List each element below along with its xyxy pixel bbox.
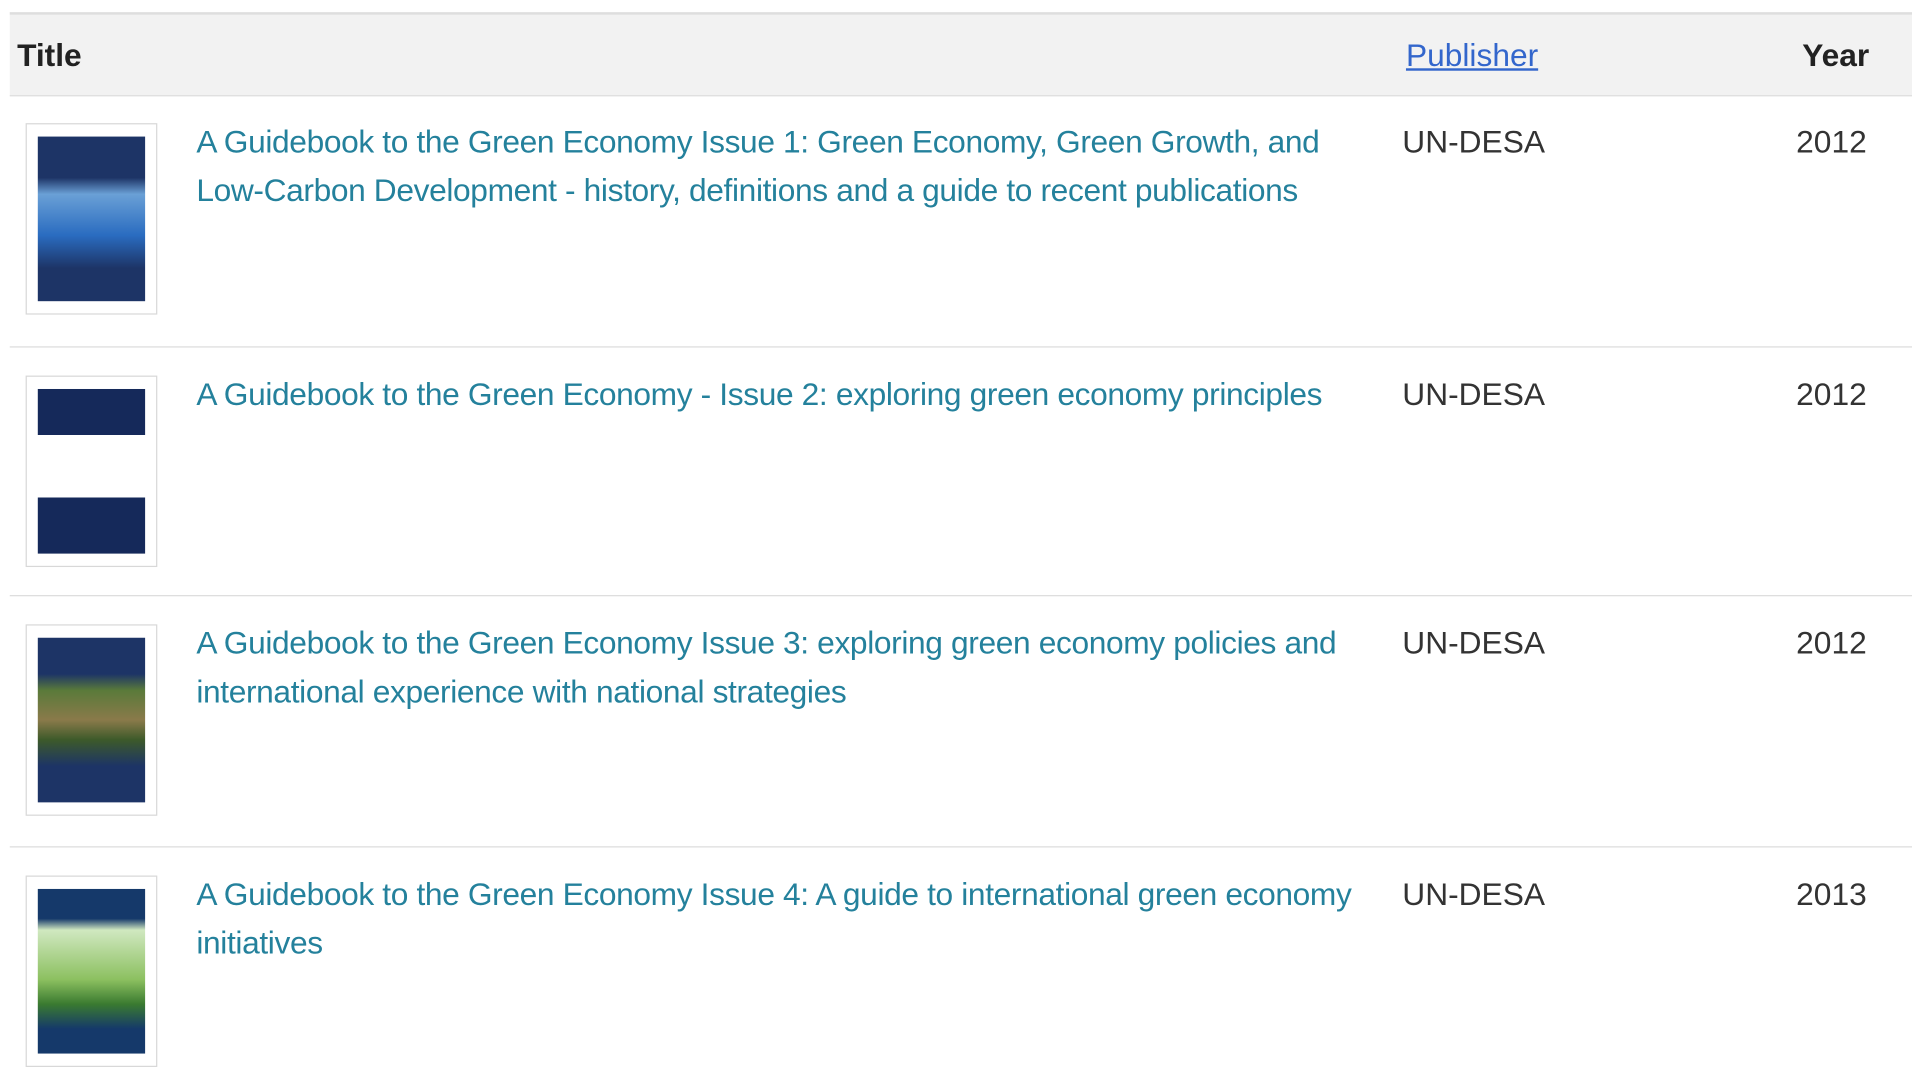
- cover-thumbnail[interactable]: [25, 875, 158, 1067]
- cover-image: [37, 888, 146, 1054]
- publisher-sort-link[interactable]: Publisher: [1405, 36, 1539, 74]
- cover-image: [37, 388, 146, 554]
- title-link[interactable]: A Guidebook to the Green Economy Issue 3…: [196, 624, 1337, 710]
- year: 2012: [1796, 624, 1867, 661]
- cover-thumbnail[interactable]: [25, 624, 158, 816]
- year: 2012: [1796, 375, 1867, 413]
- year-header: Year: [1802, 36, 1870, 74]
- cover-thumbnail[interactable]: [25, 375, 158, 568]
- cover-thumbnail[interactable]: [25, 123, 158, 315]
- table-header: Title Publisher Year: [9, 12, 1912, 97]
- publisher: UN-DESA: [1402, 123, 1545, 160]
- result-row: A Guidebook to the Green Economy Issue 1…: [9, 95, 1912, 348]
- cover-image: [37, 637, 146, 803]
- publisher: UN-DESA: [1402, 624, 1545, 661]
- title-link[interactable]: A Guidebook to the Green Economy - Issue…: [196, 375, 1323, 413]
- title-link[interactable]: A Guidebook to the Green Economy Issue 1…: [196, 123, 1320, 209]
- result-row: A Guidebook to the Green Economy - Issue…: [9, 348, 1912, 597]
- year: 2012: [1796, 123, 1867, 160]
- result-row: A Guidebook to the Green Economy Issue 3…: [9, 596, 1912, 848]
- title-header: Title: [17, 36, 82, 74]
- title-link[interactable]: A Guidebook to the Green Economy Issue 4…: [196, 875, 1352, 961]
- cover-image: [37, 136, 146, 302]
- publisher: UN-DESA: [1402, 875, 1545, 913]
- year: 2013: [1796, 875, 1867, 913]
- publisher: UN-DESA: [1402, 375, 1545, 413]
- result-row: A Guidebook to the Green Economy Issue 4…: [10, 847, 1912, 1067]
